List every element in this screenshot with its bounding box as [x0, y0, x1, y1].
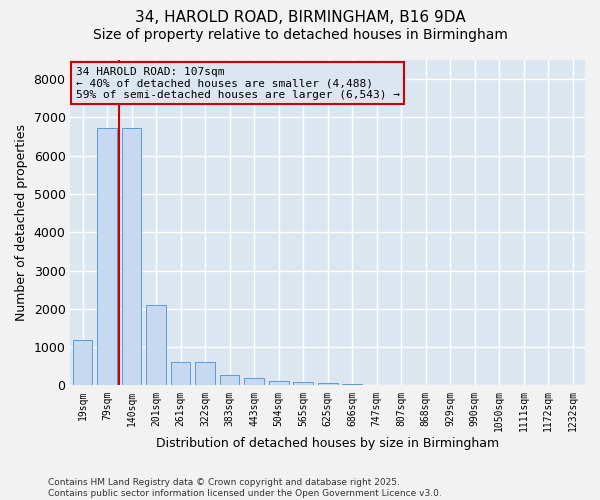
X-axis label: Distribution of detached houses by size in Birmingham: Distribution of detached houses by size … — [156, 437, 499, 450]
Bar — [146, 305, 166, 386]
Bar — [269, 381, 289, 386]
Text: 34 HAROLD ROAD: 107sqm
← 40% of detached houses are smaller (4,488)
59% of semi-: 34 HAROLD ROAD: 107sqm ← 40% of detached… — [76, 66, 400, 100]
Bar — [244, 378, 264, 386]
Bar — [318, 384, 338, 386]
Bar — [367, 385, 386, 386]
Bar — [343, 384, 362, 386]
Bar — [122, 128, 142, 386]
Bar — [196, 362, 215, 386]
Bar — [220, 375, 239, 386]
Text: Contains HM Land Registry data © Crown copyright and database right 2025.
Contai: Contains HM Land Registry data © Crown c… — [48, 478, 442, 498]
Y-axis label: Number of detached properties: Number of detached properties — [15, 124, 28, 321]
Text: Size of property relative to detached houses in Birmingham: Size of property relative to detached ho… — [92, 28, 508, 42]
Bar — [97, 128, 117, 386]
Text: 34, HAROLD ROAD, BIRMINGHAM, B16 9DA: 34, HAROLD ROAD, BIRMINGHAM, B16 9DA — [134, 10, 466, 25]
Bar — [73, 340, 92, 386]
Bar — [171, 362, 190, 386]
Bar — [293, 382, 313, 386]
